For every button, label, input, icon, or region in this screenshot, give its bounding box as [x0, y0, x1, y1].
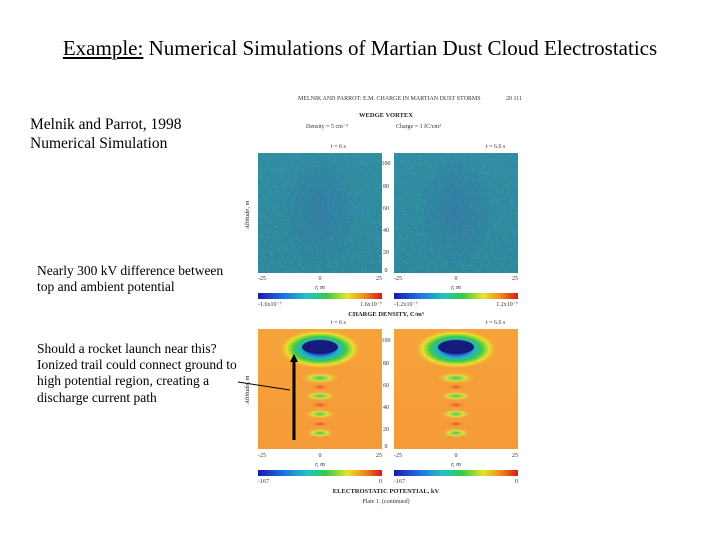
tick-label: 20 [383, 427, 389, 433]
time-label-bottom-right: t = 6.6 s [486, 320, 506, 326]
tick-label: 20 [383, 250, 389, 256]
citation-authors: Melnik and Parrot, 1998 [30, 116, 182, 133]
x-axis-label: r, m [315, 284, 325, 291]
tick-label: 60 [383, 206, 389, 212]
slide-title: Example: Numerical Simulations of Martia… [0, 36, 720, 61]
slide-title-rest: Numerical Simulations of Martian Dust Cl… [143, 36, 658, 60]
potential-panel-left [258, 329, 382, 449]
potential-panel-right [394, 329, 518, 449]
citation: Melnik and Parrot, 1998 Numerical Simula… [30, 116, 182, 153]
colorbar-top-left [258, 293, 382, 299]
tick-label: 0 [385, 268, 388, 274]
colorbar-bottom-right-max: 0 [515, 479, 518, 485]
charge-density-panel-left [258, 153, 382, 273]
tick-label: 40 [383, 228, 389, 234]
colorbar-bottom-left-max: 0 [379, 479, 382, 485]
figure-header: MELNIK AND PARROT: E.M. CHARGE IN MARTIA… [298, 96, 481, 102]
tick-label: 100 [382, 338, 391, 344]
bottom-colorbar-title: ELECTROSTATIC POTENTIAL, kV [333, 488, 440, 495]
figure-caption: Plate 1. (continued) [362, 498, 409, 505]
colorbar-bottom-right-min: -167 [394, 479, 405, 485]
figure-page-number: 20 111 [506, 96, 522, 102]
altitude-ticks-top: 100 80 60 40 20 0 [382, 161, 391, 274]
tick-label: 80 [383, 361, 389, 367]
top-colorbar-title: CHARGE DENSITY, C/m³ [348, 311, 424, 318]
colorbar-top-left-min: -1.6x10⁻⁷ [258, 302, 282, 308]
simulation-figure: MELNIK AND PARROT: E.M. CHARGE IN MARTIA… [236, 90, 536, 506]
colorbar-bottom-left [258, 470, 382, 476]
x-tick-label: 25 [376, 453, 382, 459]
x-tick-label: -25 [258, 453, 266, 459]
time-label-bottom-left: t = 6 s [331, 320, 347, 326]
density-label: Density = 5 cm⁻³ [306, 124, 348, 130]
colorbar-top-right-min: -1.2x10⁻⁷ [394, 302, 418, 308]
tick-label: 40 [383, 405, 389, 411]
x-tick-label: -25 [394, 276, 402, 282]
time-label-top-left: t = 6 s [331, 144, 347, 150]
charge-density-panel-right [394, 153, 518, 273]
x-axis-label: r, m [451, 461, 461, 468]
colorbar-top-right [394, 293, 518, 299]
colorbar-top-right-max: 1.2x10⁻⁷ [496, 302, 518, 308]
voltage-note: Nearly 300 kV difference between top and… [37, 263, 224, 295]
tick-label: 80 [383, 184, 389, 190]
rocket-note: Should a rocket launch near this? Ionize… [37, 341, 237, 405]
tick-label: 100 [382, 161, 391, 167]
altitude-ticks-bottom: 100 80 60 40 20 0 [382, 338, 391, 450]
figure-canvas: MELNIK AND PARROT: E.M. CHARGE IN MARTIA… [244, 96, 522, 505]
x-tick-label: 25 [376, 276, 382, 282]
slide-title-lead: Example: [62, 36, 144, 60]
x-tick-label: 0 [319, 276, 322, 282]
x-axis-label: r, m [315, 461, 325, 468]
x-tick-label: -25 [258, 276, 266, 282]
x-tick-label: 0 [455, 453, 458, 459]
x-axis-label: r, m [451, 284, 461, 291]
colorbar-bottom-left-min: -167 [258, 479, 269, 485]
charge-label: Charge = 1 fC/cm³ [396, 123, 441, 130]
top-section-title: WEDGE VORTEX [359, 112, 413, 119]
x-tick-label: 0 [319, 453, 322, 459]
colorbar-top-left-max: 1.6x10⁻⁷ [360, 302, 382, 308]
x-tick-label: 25 [512, 276, 518, 282]
citation-type: Numerical Simulation [30, 134, 168, 152]
altitude-axis-label-bottom: Altitude, m [244, 375, 251, 405]
tick-label: 0 [385, 444, 388, 450]
colorbar-bottom-right [394, 470, 518, 476]
x-tick-label: -25 [394, 453, 402, 459]
x-tick-label: 25 [512, 453, 518, 459]
x-tick-label: 0 [455, 276, 458, 282]
altitude-axis-label-top: Altitude, m [244, 200, 251, 230]
time-label-top-right: t = 6.6 s [486, 144, 506, 150]
tick-label: 60 [383, 383, 389, 389]
